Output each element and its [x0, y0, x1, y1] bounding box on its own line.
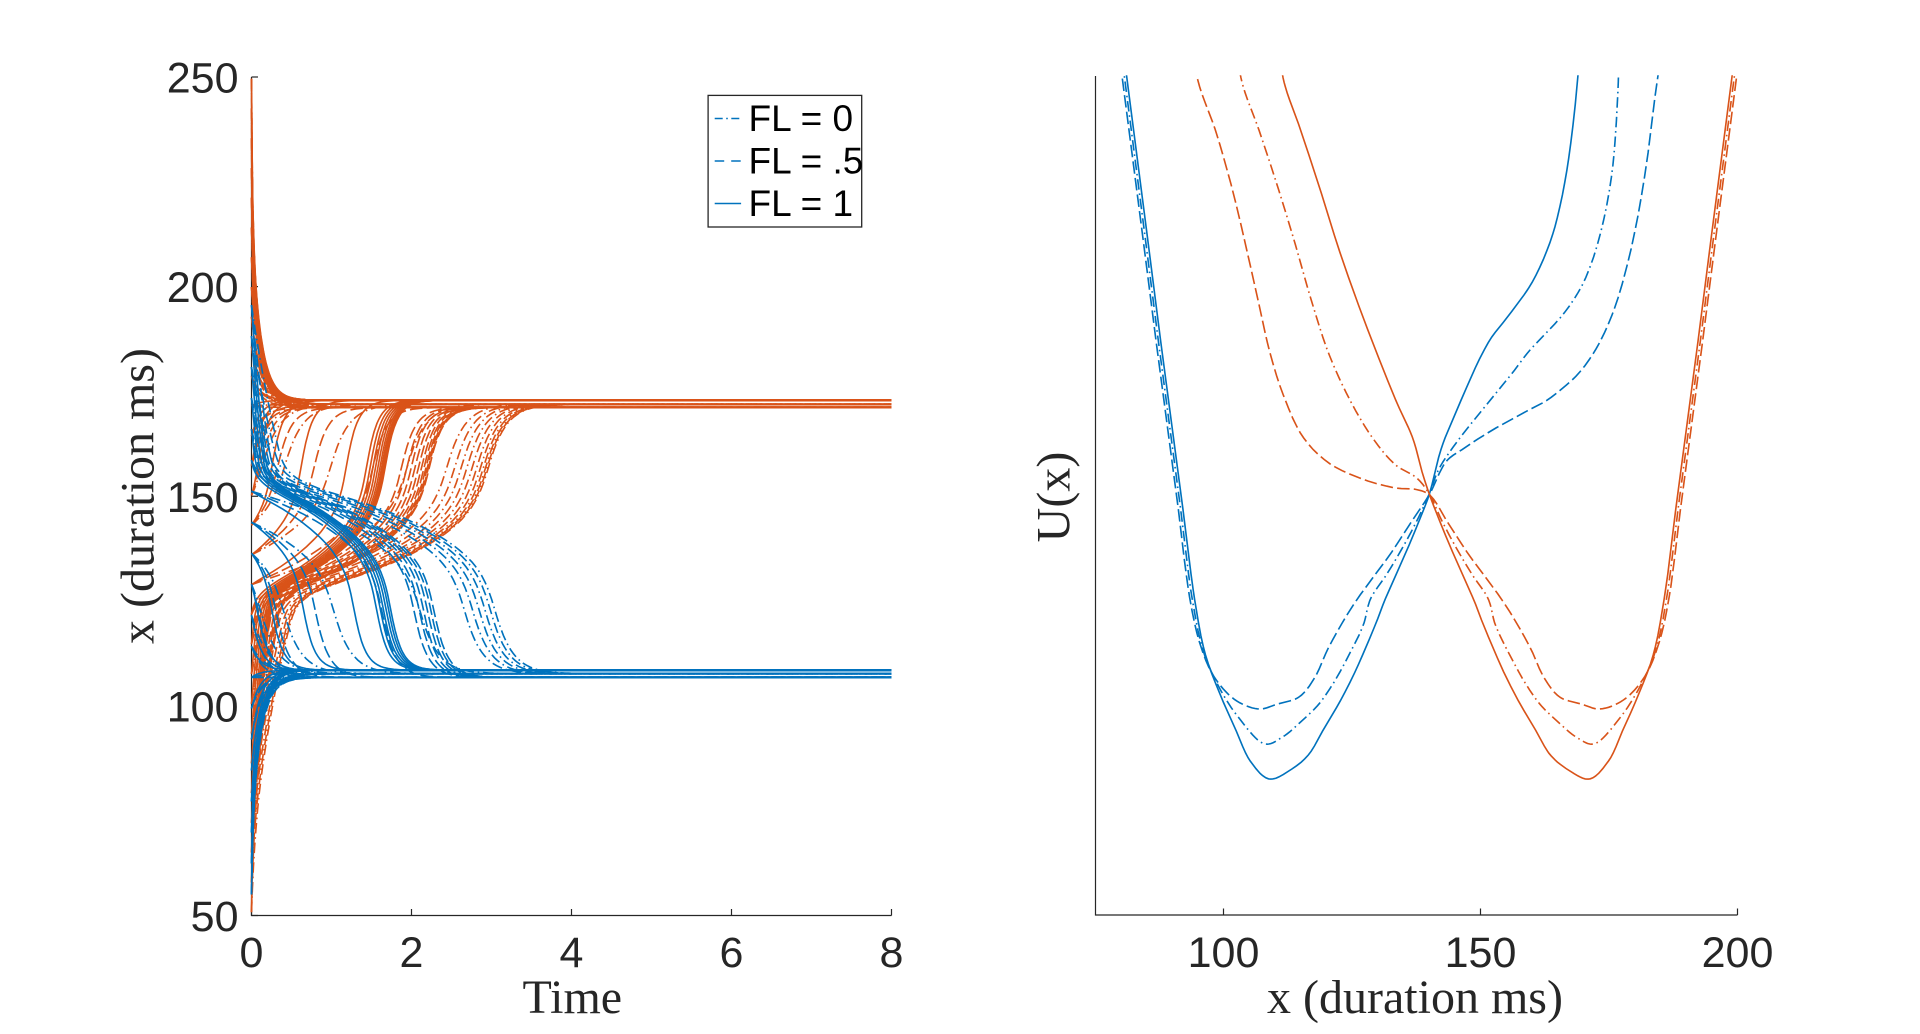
svg-text:4: 4: [560, 929, 584, 977]
svg-text:Time: Time: [522, 971, 622, 1024]
svg-text:250: 250: [167, 55, 239, 103]
svg-text:FL = .5: FL = .5: [749, 141, 864, 182]
svg-text:x (duration ms): x (duration ms): [111, 348, 164, 644]
svg-text:0: 0: [240, 929, 264, 977]
svg-text:150: 150: [1445, 929, 1517, 977]
svg-text:2: 2: [400, 929, 424, 977]
svg-text:100: 100: [167, 683, 239, 731]
svg-text:x (duration ms): x (duration ms): [1267, 971, 1563, 1024]
svg-text:50: 50: [191, 893, 239, 941]
svg-text:U(x): U(x): [1028, 452, 1081, 543]
svg-text:6: 6: [720, 929, 744, 977]
svg-text:200: 200: [167, 264, 239, 312]
svg-text:FL = 0: FL = 0: [749, 98, 854, 139]
svg-text:150: 150: [167, 474, 239, 522]
svg-text:200: 200: [1702, 929, 1774, 977]
svg-text:FL = 1: FL = 1: [749, 183, 854, 224]
svg-text:8: 8: [880, 929, 904, 977]
svg-text:100: 100: [1188, 929, 1260, 977]
